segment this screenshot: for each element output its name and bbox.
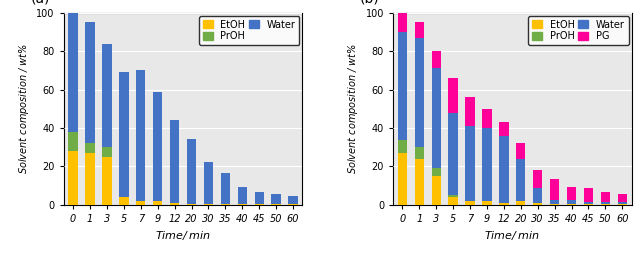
Bar <box>397 13 407 32</box>
Bar <box>397 32 407 140</box>
Bar <box>618 202 627 204</box>
Bar <box>187 204 197 205</box>
Bar <box>449 197 457 205</box>
Bar <box>119 72 128 197</box>
Bar <box>584 204 593 205</box>
Bar <box>255 192 264 204</box>
Bar <box>601 204 610 205</box>
Bar <box>288 196 298 204</box>
Bar <box>272 204 281 205</box>
Bar <box>449 113 457 195</box>
Bar <box>221 204 230 205</box>
Bar <box>68 132 78 151</box>
Bar <box>187 138 197 204</box>
Bar <box>85 23 94 143</box>
Bar <box>618 204 627 205</box>
Bar <box>238 204 247 205</box>
Bar <box>431 168 441 176</box>
Bar <box>465 97 475 126</box>
Bar <box>102 157 112 205</box>
Bar <box>153 92 162 201</box>
Text: (a): (a) <box>31 0 50 5</box>
Bar <box>397 153 407 205</box>
Bar <box>533 170 542 187</box>
Bar <box>499 122 508 136</box>
Bar <box>288 204 298 205</box>
Bar <box>397 140 407 153</box>
Bar <box>567 204 576 205</box>
Bar <box>567 187 576 200</box>
Bar <box>465 201 475 205</box>
Y-axis label: $\mathit{Solvent\ composition}$ / wt%: $\mathit{Solvent\ composition}$ / wt% <box>346 43 360 174</box>
Legend: EtOH, PrOH, Water: EtOH, PrOH, Water <box>199 16 299 45</box>
Bar <box>272 194 281 204</box>
Bar <box>136 70 145 201</box>
Bar <box>431 176 441 205</box>
Y-axis label: $\mathit{Solvent\ composition}$ / wt%: $\mathit{Solvent\ composition}$ / wt% <box>17 43 31 174</box>
Bar <box>550 204 560 205</box>
Bar <box>85 143 94 153</box>
Bar <box>449 78 457 113</box>
Bar <box>449 195 457 197</box>
Bar <box>567 200 576 204</box>
Bar <box>415 38 424 147</box>
Bar <box>153 201 162 205</box>
Bar <box>221 173 230 204</box>
Bar <box>431 69 441 168</box>
X-axis label: $\mathit{Time}$/ min: $\mathit{Time}$/ min <box>484 229 540 242</box>
Bar <box>102 44 112 147</box>
Bar <box>136 201 145 205</box>
X-axis label: $\mathit{Time}$/ min: $\mathit{Time}$/ min <box>155 229 211 242</box>
Text: (b): (b) <box>360 0 380 5</box>
Bar <box>204 204 213 205</box>
Bar <box>516 143 526 159</box>
Bar <box>415 159 424 205</box>
Bar <box>482 109 492 128</box>
Bar <box>68 151 78 205</box>
Bar <box>415 147 424 159</box>
Bar <box>482 201 492 205</box>
Bar <box>601 192 610 202</box>
Bar <box>533 187 542 203</box>
Bar <box>482 128 492 201</box>
Bar <box>584 202 593 204</box>
Bar <box>85 153 94 205</box>
Bar <box>550 179 560 200</box>
Bar <box>618 194 627 202</box>
Bar <box>516 159 526 201</box>
Bar <box>255 204 264 205</box>
Bar <box>170 120 179 203</box>
Bar <box>431 51 441 69</box>
Bar <box>499 203 508 205</box>
Bar <box>499 136 508 203</box>
Bar <box>516 201 526 205</box>
Bar <box>170 203 179 205</box>
Bar <box>102 147 112 157</box>
Bar <box>238 187 247 204</box>
Bar <box>584 188 593 202</box>
Bar <box>204 162 213 204</box>
Bar <box>68 13 78 132</box>
Legend: EtOH, PrOH, Water, PG: EtOH, PrOH, Water, PG <box>528 16 628 45</box>
Bar <box>415 23 424 38</box>
Bar <box>533 203 542 205</box>
Bar <box>601 202 610 204</box>
Bar <box>119 197 128 205</box>
Bar <box>550 200 560 204</box>
Bar <box>465 126 475 201</box>
